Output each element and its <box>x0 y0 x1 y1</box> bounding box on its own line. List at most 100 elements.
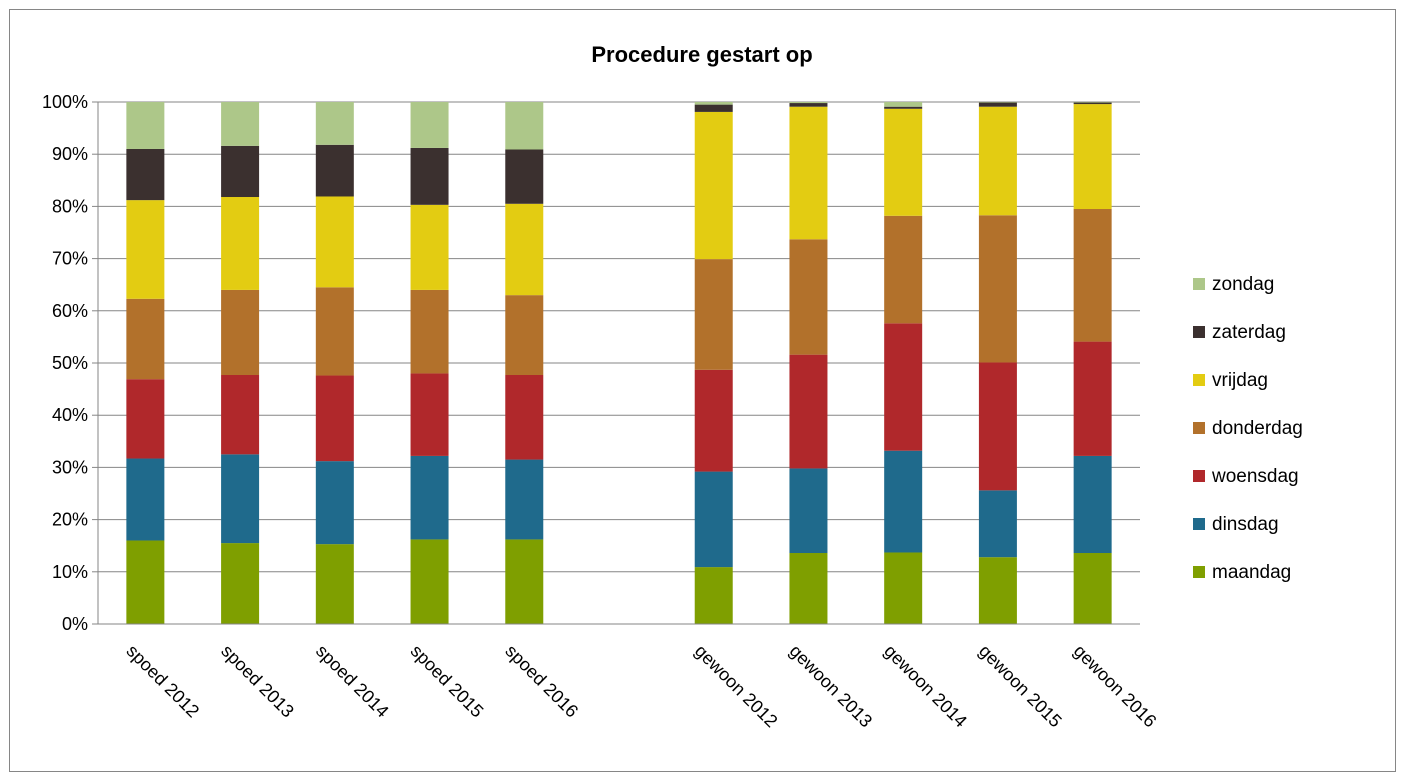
bar-dinsdag-spoed-2012 <box>126 458 165 541</box>
bar-zaterdag-spoed-2012 <box>126 148 165 201</box>
bar-maandag-gewoon-2013 <box>789 553 828 624</box>
x-tick-label: spoed 2015 <box>407 641 488 722</box>
bar-donderdag-gewoon-2012 <box>694 259 733 370</box>
bar-dinsdag-gewoon-2015 <box>978 490 1017 558</box>
bar-zaterdag-spoed-2013 <box>221 145 260 198</box>
y-tick-label: 100% <box>42 92 88 112</box>
bar-donderdag-spoed-2012 <box>126 298 165 380</box>
legend-label: vrijdag <box>1212 370 1268 391</box>
bar-woensdag-gewoon-2015 <box>978 362 1017 491</box>
bar-woensdag-spoed-2016 <box>505 375 544 460</box>
x-tick-label: spoed 2012 <box>123 641 204 722</box>
y-tick-label: 50% <box>52 353 88 373</box>
y-tick-label: 40% <box>52 405 88 425</box>
bar-zondag-spoed-2012 <box>126 102 165 149</box>
bar-maandag-spoed-2016 <box>505 539 544 624</box>
bar-woensdag-spoed-2014 <box>315 375 354 462</box>
bar-dinsdag-spoed-2016 <box>505 459 544 540</box>
bar-dinsdag-gewoon-2014 <box>884 450 923 553</box>
legend-item-zaterdag: zaterdag <box>1193 322 1286 343</box>
bar-maandag-spoed-2012 <box>126 540 165 624</box>
legend-swatch <box>1193 566 1205 578</box>
bar-vrijdag-spoed-2015 <box>410 204 449 290</box>
bar-zondag-spoed-2014 <box>315 102 354 145</box>
bar-vrijdag-spoed-2013 <box>221 197 260 290</box>
bar-dinsdag-spoed-2013 <box>221 454 260 544</box>
bar-vrijdag-gewoon-2013 <box>789 106 828 240</box>
y-tick-label: 90% <box>52 144 88 164</box>
bar-zaterdag-gewoon-2013 <box>789 103 828 107</box>
bar-maandag-spoed-2014 <box>315 544 354 624</box>
legend-item-zondag: zondag <box>1193 274 1274 295</box>
legend-item-maandag: maandag <box>1193 562 1291 583</box>
bar-woensdag-gewoon-2016 <box>1073 341 1112 456</box>
bar-zondag-gewoon-2014 <box>884 102 923 107</box>
x-tick-label: gewoon 2012 <box>691 641 782 732</box>
gridlines <box>98 101 1140 573</box>
bars <box>126 102 1112 624</box>
y-axis-ticks: 0% 10% 20% 30% 40% 50% 60% 70% 80% 90% 100% <box>42 92 98 634</box>
bar-vrijdag-gewoon-2016 <box>1073 104 1112 210</box>
x-tick-label: gewoon 2013 <box>786 641 877 732</box>
bar-zaterdag-spoed-2015 <box>410 147 449 205</box>
bar-donderdag-gewoon-2015 <box>978 215 1017 363</box>
bar-maandag-spoed-2015 <box>410 539 449 624</box>
legend-item-vrijdag: vrijdag <box>1193 370 1268 391</box>
y-tick-label: 10% <box>52 562 88 582</box>
legend-label: dinsdag <box>1212 514 1279 535</box>
bar-vrijdag-gewoon-2015 <box>978 106 1017 216</box>
bar-zondag-gewoon-2015 <box>978 102 1017 103</box>
bar-zondag-spoed-2013 <box>221 102 260 146</box>
y-tick-label: 60% <box>52 301 88 321</box>
bar-donderdag-gewoon-2014 <box>884 215 923 324</box>
legend-item-dinsdag: dinsdag <box>1193 514 1279 535</box>
bar-zaterdag-gewoon-2012 <box>694 104 733 112</box>
bar-donderdag-spoed-2016 <box>505 295 544 376</box>
bar-zaterdag-gewoon-2014 <box>884 106 923 109</box>
bar-zondag-gewoon-2013 <box>789 102 828 104</box>
x-tick-label: gewoon 2014 <box>880 641 971 732</box>
legend-swatch <box>1193 518 1205 530</box>
legend-swatch <box>1193 374 1205 386</box>
x-tick-label: spoed 2014 <box>312 641 393 722</box>
bar-dinsdag-spoed-2014 <box>315 461 354 545</box>
x-tick-label: gewoon 2015 <box>975 641 1066 732</box>
legend-swatch <box>1193 470 1205 482</box>
legend-swatch <box>1193 326 1205 338</box>
y-tick-label: 20% <box>52 510 88 530</box>
bar-dinsdag-gewoon-2016 <box>1073 455 1112 554</box>
x-tick-label: spoed 2013 <box>217 641 298 722</box>
bar-donderdag-spoed-2013 <box>221 289 260 376</box>
bar-maandag-gewoon-2016 <box>1073 553 1112 624</box>
bar-donderdag-spoed-2015 <box>410 289 449 374</box>
legend: zondag zaterdag vrijdag donderdag woensdag di… <box>1193 274 1303 583</box>
legend-item-donderdag: donderdag <box>1193 418 1303 439</box>
legend-label: maandag <box>1212 562 1291 583</box>
bar-dinsdag-gewoon-2012 <box>694 471 733 568</box>
bar-vrijdag-spoed-2016 <box>505 203 544 296</box>
legend-label: zaterdag <box>1212 322 1286 343</box>
bar-zondag-spoed-2015 <box>410 102 449 148</box>
axes <box>97 102 1140 625</box>
bar-zondag-gewoon-2016 <box>1073 102 1112 103</box>
bar-vrijdag-gewoon-2012 <box>694 111 733 260</box>
bar-zondag-spoed-2016 <box>505 102 544 150</box>
bar-vrijdag-gewoon-2014 <box>884 108 923 216</box>
y-tick-label: 80% <box>52 196 88 216</box>
legend-swatch <box>1193 278 1205 290</box>
bar-donderdag-gewoon-2016 <box>1073 209 1112 342</box>
bar-maandag-gewoon-2012 <box>694 567 733 624</box>
legend-label: donderdag <box>1212 418 1303 439</box>
bar-woensdag-spoed-2012 <box>126 379 165 459</box>
x-axis-ticks: spoed 2012 spoed 2013 spoed 2014 spoed 2015… <box>123 641 1161 732</box>
bar-zaterdag-gewoon-2016 <box>1073 102 1112 105</box>
legend-label: zondag <box>1212 274 1274 295</box>
bar-woensdag-spoed-2015 <box>410 373 449 456</box>
bar-maandag-gewoon-2015 <box>978 557 1017 624</box>
bar-donderdag-gewoon-2013 <box>789 239 828 355</box>
bar-zaterdag-spoed-2016 <box>505 149 544 204</box>
bar-vrijdag-spoed-2014 <box>315 196 354 288</box>
bar-donderdag-spoed-2014 <box>315 287 354 376</box>
x-tick-label: gewoon 2016 <box>1070 641 1161 732</box>
